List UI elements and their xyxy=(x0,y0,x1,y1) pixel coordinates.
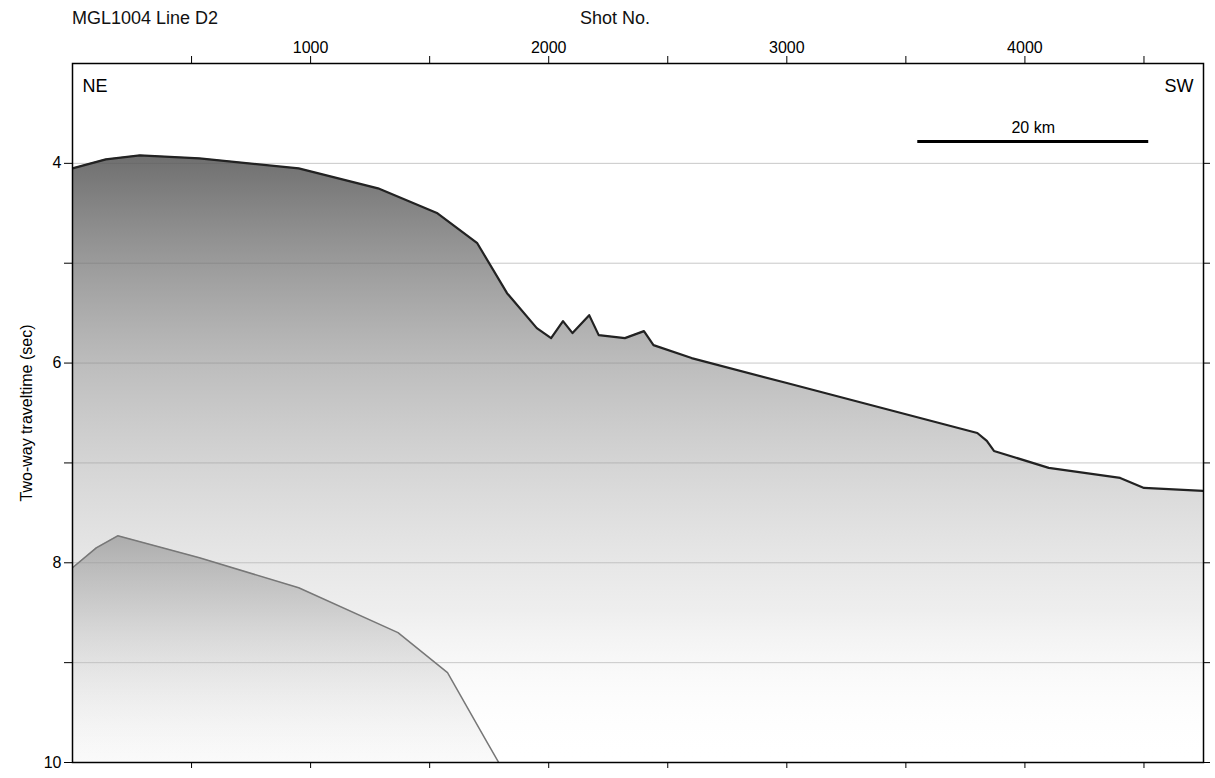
svg-text:Two-way traveltime (sec): Two-way traveltime (sec) xyxy=(18,325,35,502)
svg-text:2000: 2000 xyxy=(531,39,567,56)
svg-text:20 km: 20 km xyxy=(1011,119,1055,136)
svg-text:4000: 4000 xyxy=(1007,39,1043,56)
svg-text:1000: 1000 xyxy=(293,39,329,56)
svg-text:NE: NE xyxy=(83,76,108,96)
svg-text:6: 6 xyxy=(53,354,62,371)
svg-text:4: 4 xyxy=(53,154,62,171)
svg-text:SW: SW xyxy=(1165,76,1194,96)
svg-text:3000: 3000 xyxy=(769,39,805,56)
html-text:Shot No.: Shot No. xyxy=(580,8,650,28)
svg-text:10: 10 xyxy=(44,754,62,771)
svg-text:8: 8 xyxy=(53,554,62,571)
html-text:MGL1004 Line D2: MGL1004 Line D2 xyxy=(72,8,219,28)
